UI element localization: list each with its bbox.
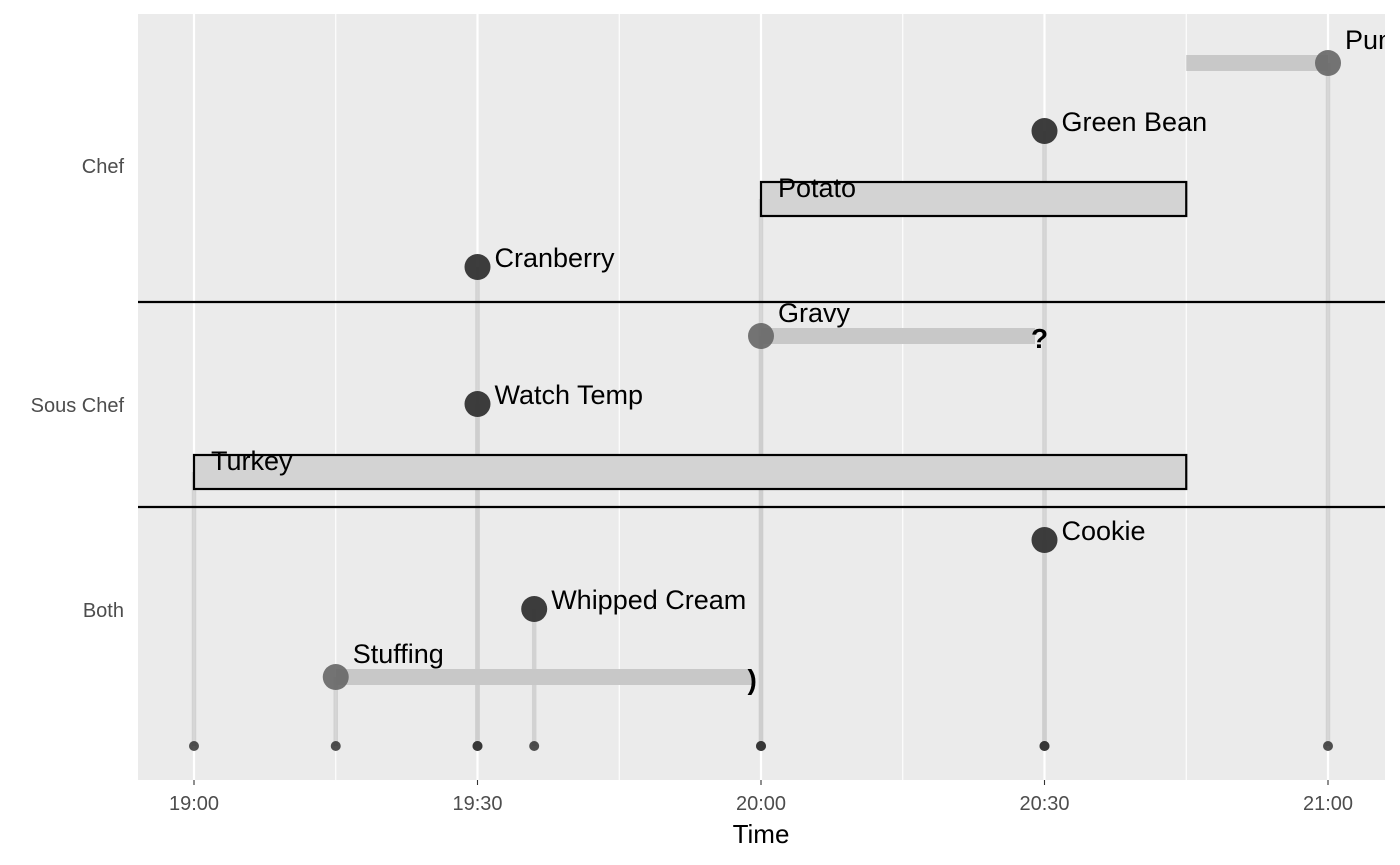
event-label: Stuffing — [353, 639, 444, 669]
y-axis-label: Sous Chef — [31, 395, 125, 417]
x-axis-labels: 19:00 19:30 20:00 20:30 21:00 — [169, 780, 1353, 815]
event-label: Turkey — [211, 446, 293, 476]
event-point — [1031, 118, 1058, 144]
guide-lines — [191, 63, 1331, 746]
event-label: Cranberry — [495, 243, 616, 273]
event-bars — [192, 55, 1328, 685]
event-axis-dot — [1323, 741, 1333, 751]
event-point — [322, 664, 349, 690]
event-axis-dot — [189, 741, 199, 751]
event-axis-dot — [330, 741, 341, 751]
event-axis-dot — [756, 741, 766, 751]
y-axis-label: Chef — [82, 156, 125, 178]
x-axis-tick-label: 20:30 — [1019, 793, 1069, 815]
event-points — [322, 50, 1341, 690]
event-point — [1315, 50, 1341, 76]
x-axis-tick-label: 20:00 — [736, 793, 786, 815]
x-axis-tick-label: 21:00 — [1303, 793, 1353, 815]
event-axis-dot — [529, 741, 540, 751]
event-bar — [192, 453, 1188, 491]
event-label: Watch Temp — [495, 380, 644, 410]
x-axis-title: Time — [733, 819, 790, 849]
event-label: Potato — [778, 173, 856, 203]
event-point — [1031, 527, 1058, 553]
event-labels: Pumpkin Pie Green Bean Potato Cranberry Grav… — [211, 25, 1400, 695]
y-axis-labels: Chef Sous Chef Both — [31, 156, 125, 622]
group-separators — [138, 300, 1385, 509]
event-axis-dot — [472, 741, 483, 751]
event-point — [464, 391, 491, 417]
uncertainty-end-mark: ) — [748, 664, 757, 695]
event-point — [464, 254, 491, 280]
event-bar — [759, 180, 1188, 218]
y-axis-label: Both — [83, 600, 124, 622]
event-label: Green Bean — [1062, 107, 1208, 137]
event-axis-dot — [1039, 741, 1050, 751]
event-label: Cookie — [1062, 516, 1146, 546]
uncertainty-end-mark: ? — [1031, 323, 1048, 354]
event-point — [748, 323, 774, 349]
x-axis-tick-label: 19:30 — [452, 793, 502, 815]
event-point — [521, 596, 548, 622]
event-label: Pumpkin Pie — [1345, 25, 1400, 55]
x-axis-tick-label: 19:00 — [169, 793, 219, 815]
event-label: Whipped Cream — [551, 585, 746, 615]
event-label: Gravy — [778, 298, 851, 328]
axis-dots — [189, 741, 1333, 751]
